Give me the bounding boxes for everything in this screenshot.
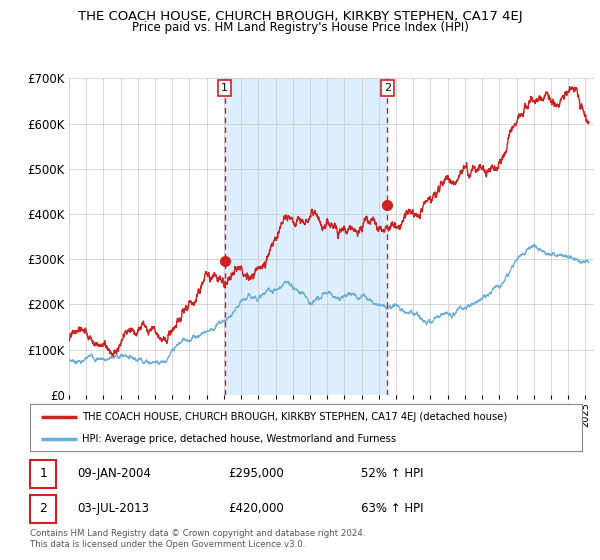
Text: 2: 2	[384, 83, 391, 93]
Text: 09-JAN-2004: 09-JAN-2004	[77, 468, 151, 480]
Text: THE COACH HOUSE, CHURCH BROUGH, KIRKBY STEPHEN, CA17 4EJ: THE COACH HOUSE, CHURCH BROUGH, KIRKBY S…	[77, 10, 523, 22]
Text: 1: 1	[40, 468, 47, 480]
Text: Contains HM Land Registry data © Crown copyright and database right 2024.
This d: Contains HM Land Registry data © Crown c…	[30, 529, 365, 549]
Text: Price paid vs. HM Land Registry's House Price Index (HPI): Price paid vs. HM Land Registry's House …	[131, 21, 469, 34]
Text: 52% ↑ HPI: 52% ↑ HPI	[361, 468, 424, 480]
Bar	[30, 460, 56, 488]
Text: £420,000: £420,000	[229, 502, 284, 515]
Text: THE COACH HOUSE, CHURCH BROUGH, KIRKBY STEPHEN, CA17 4EJ (detached house): THE COACH HOUSE, CHURCH BROUGH, KIRKBY S…	[82, 412, 508, 422]
Bar	[30, 495, 56, 523]
Text: £295,000: £295,000	[229, 468, 284, 480]
Bar	[224, 78, 388, 395]
Text: 03-JUL-2013: 03-JUL-2013	[77, 502, 149, 515]
Text: 2: 2	[40, 502, 47, 515]
Text: 1: 1	[221, 83, 228, 93]
Text: 63% ↑ HPI: 63% ↑ HPI	[361, 502, 424, 515]
Text: HPI: Average price, detached house, Westmorland and Furness: HPI: Average price, detached house, West…	[82, 434, 397, 444]
